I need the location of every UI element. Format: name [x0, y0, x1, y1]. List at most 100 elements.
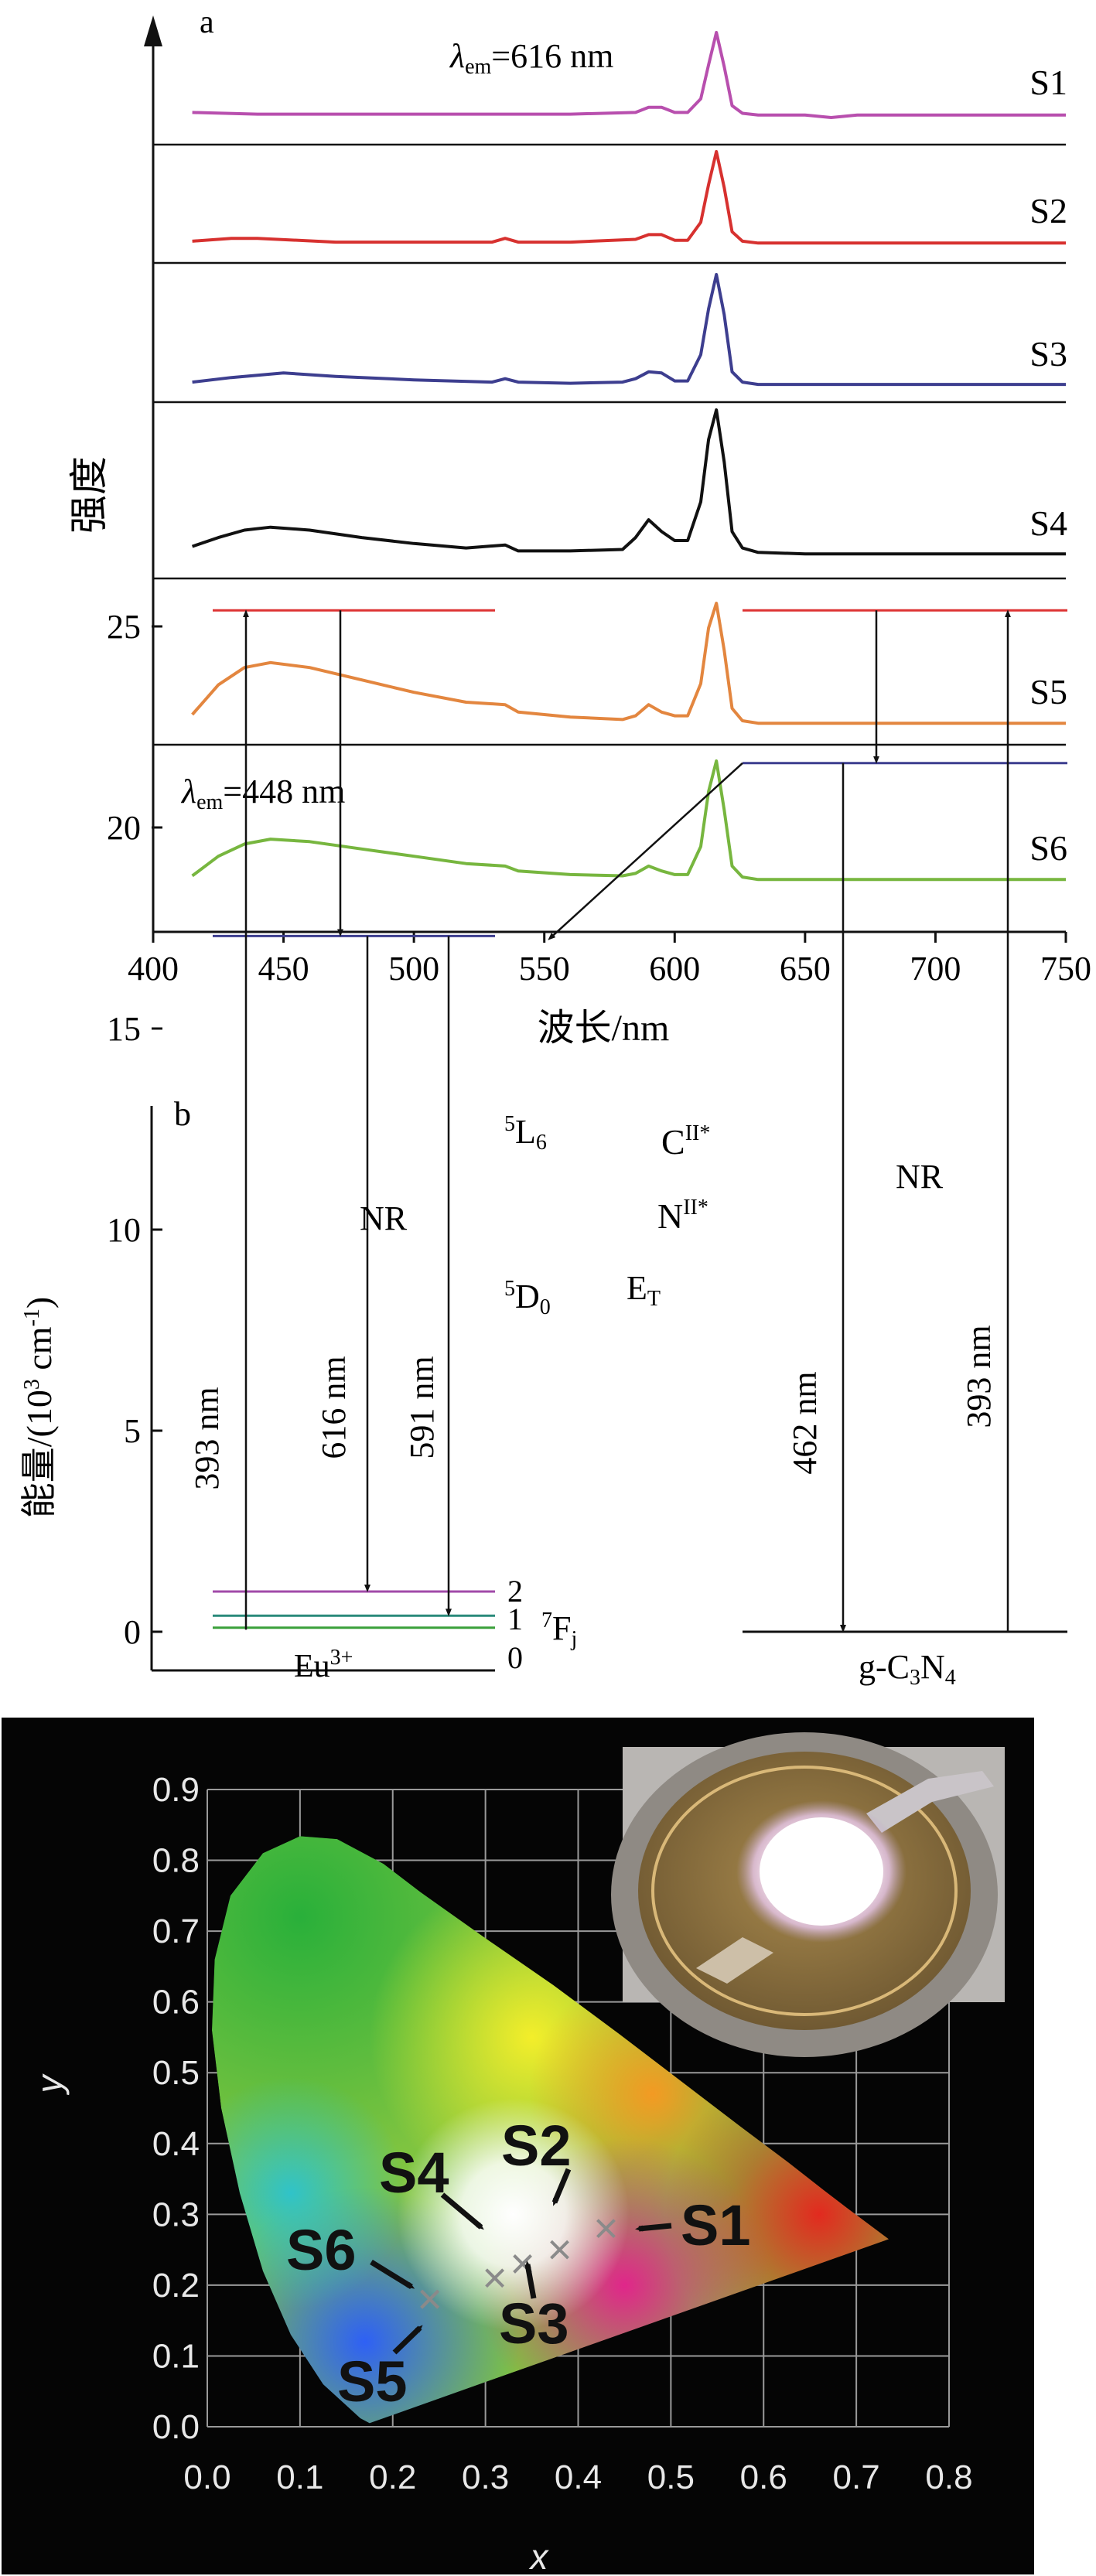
cie-arrow-s2 [551, 2168, 572, 2206]
cie-point-s3-stroke-b [513, 2254, 532, 2274]
level-label-NII: NII* [657, 1196, 708, 1236]
x-tick-label-450: 450 [258, 950, 309, 988]
inset-plate-ring [651, 1766, 958, 2016]
cie-arrow-s6 [370, 2260, 415, 2289]
cie-label-s1: S1 [681, 2193, 751, 2257]
nr-label-eu: NR [360, 1199, 408, 1237]
cie-y-tick-label-0.4: 0.4 [152, 2125, 200, 2163]
panel-a-axes [144, 15, 1066, 933]
panel-a-y-axis-label: 强度 [67, 456, 111, 534]
x-tick-label-700: 700 [910, 950, 961, 988]
cie-y-tick-label-0.1: 0.1 [152, 2337, 200, 2375]
series-label-s4: S4 [1029, 503, 1067, 543]
cie-y-tick-label-0.5: 0.5 [152, 2054, 200, 2092]
series-label-s6: S6 [1029, 828, 1067, 868]
series-label-s1: S1 [1029, 63, 1067, 102]
cie-point-s4 [485, 2268, 505, 2288]
inset-led-core [760, 1817, 883, 1926]
cie-y-tick-label-0.7: 0.7 [152, 1912, 200, 1950]
series-label-s2: S2 [1029, 191, 1067, 230]
panel-b-transitions [243, 609, 1011, 1633]
cie-point-s1 [596, 2219, 616, 2239]
cie-y-tick-label-0.6: 0.6 [152, 1984, 200, 2022]
cie-point-s6 [420, 2289, 440, 2309]
fj-label-2: 2 [507, 1574, 523, 1609]
cie-label-s5: S5 [337, 2349, 408, 2414]
panel-c-cie-chromaticity: 0.0 0.1 0.2 0.3 0.4 0.5 0.6 0.7 0.8 0.0 0.1 0.2 0.3 0… [2, 1718, 1034, 2576]
blob-white [397, 2098, 630, 2331]
series-label-s3: S3 [1029, 334, 1067, 374]
cie-point-s2-stroke-b [550, 2240, 569, 2260]
cie-sample-labels: S1 S2 S3 S4 S5 S6 [286, 2114, 751, 2414]
cie-point-s1-stroke-b [596, 2219, 616, 2239]
cie-arrow-s4 [440, 2192, 484, 2230]
annot-top-sub: em [465, 55, 491, 79]
b-y-tick-label-10: 10 [107, 1211, 141, 1249]
b-y-tick-label-15: 15 [107, 1010, 141, 1048]
cie-x-tick-label-0.2: 0.2 [369, 2458, 416, 2496]
led-photo-inset [611, 1732, 1005, 2057]
b-ylabel-post: ) [19, 1297, 59, 1308]
cie-point-s4-stroke-b [485, 2268, 505, 2288]
cie-label-s6: S6 [286, 2218, 357, 2282]
series-line-s3 [192, 273, 1066, 387]
panel-a-x-axis-label: 波长/nm [538, 1008, 670, 1049]
cie-x-tick-label-0.6: 0.6 [740, 2458, 787, 2496]
cie-y-tick-label-0.3: 0.3 [152, 2196, 200, 2233]
cie-x-tick-label-0.8: 0.8 [925, 2458, 972, 2496]
panel-b-label: b [174, 1095, 191, 1133]
cie-label-arrows [370, 2168, 672, 2355]
transition-label-591: 591 nm [403, 1356, 441, 1459]
cie-point-s6-stroke-b [420, 2289, 440, 2309]
annotation-lambda-em-448: λem=448 nm [180, 773, 345, 814]
transition-et [548, 762, 743, 940]
transition-label-393-right: 393 nm [960, 1325, 998, 1428]
cie-x-tick-label-0.5: 0.5 [647, 2458, 695, 2496]
series-line-s5 [191, 602, 1066, 725]
cie-points [420, 2219, 616, 2309]
x-tick-label-550: 550 [519, 950, 570, 988]
cie-ticks: 0.0 0.1 0.2 0.3 0.4 0.5 0.6 0.7 0.8 0.0 0.1 0.2 0.3 0… [152, 1771, 973, 2496]
series-line-s2 [192, 150, 1066, 245]
x-tick-label-600: 600 [649, 950, 700, 988]
cie-y-tick-label-0: 0.0 [152, 2408, 200, 2446]
cie-arrow-s5 [392, 2325, 423, 2355]
panel-b-axes: 0 5 10 15 20 25 [107, 608, 495, 1672]
transition-label-393-left: 393 nm [188, 1387, 226, 1489]
nr-label-gcn: NR [896, 1158, 944, 1196]
series-label-s5: S5 [1029, 672, 1067, 711]
annot-top-rest: =616 nm [491, 37, 613, 75]
b-ylabel-mid: cm [19, 1326, 59, 1379]
level-label-5L6: 5L6 [504, 1112, 547, 1155]
series-line-s4 [191, 408, 1066, 556]
annot-bottom-rest: =448 nm [223, 773, 345, 810]
annot-bottom-sub: em [196, 790, 223, 814]
series-line-s1 [192, 31, 1066, 119]
level-label-5D0: 5D0 [504, 1277, 551, 1319]
b-ylabel-sup: 3 [20, 1379, 44, 1390]
gcn-label: g-C3N4 [859, 1648, 956, 1690]
fj-label-1: 1 [507, 1602, 523, 1636]
x-tick-label-500: 500 [388, 950, 439, 988]
cie-y-tick-label-0.9: 0.9 [152, 1771, 200, 1809]
cie-x-tick-label-0.1: 0.1 [276, 2458, 323, 2496]
x-tick-label-750: 750 [1040, 950, 1091, 988]
cie-x-axis-label: x [529, 2537, 550, 2576]
annot-top-lambda: λ [449, 37, 465, 75]
b-y-tick-label-5: 5 [124, 1412, 141, 1450]
cie-label-s4: S4 [379, 2141, 449, 2205]
level-label-7Fj: 7Fj [541, 1609, 577, 1651]
et-label: ET [627, 1269, 661, 1311]
fj-label-0: 0 [507, 1640, 523, 1675]
annotation-lambda-em-616: λem=616 nm [449, 37, 613, 79]
cie-y-tick-label-0.8: 0.8 [152, 1842, 200, 1880]
panel-b-y-axis-label: 能量/(103 cm-1) [19, 1297, 59, 1518]
y-axis-arrowhead [144, 15, 162, 46]
cie-y-tick-label-0.2: 0.2 [152, 2267, 200, 2305]
b-ylabel-sup2: -1 [20, 1308, 44, 1326]
series-line-s6 [191, 759, 1066, 882]
eu-label: Eu3+ [294, 1646, 353, 1684]
